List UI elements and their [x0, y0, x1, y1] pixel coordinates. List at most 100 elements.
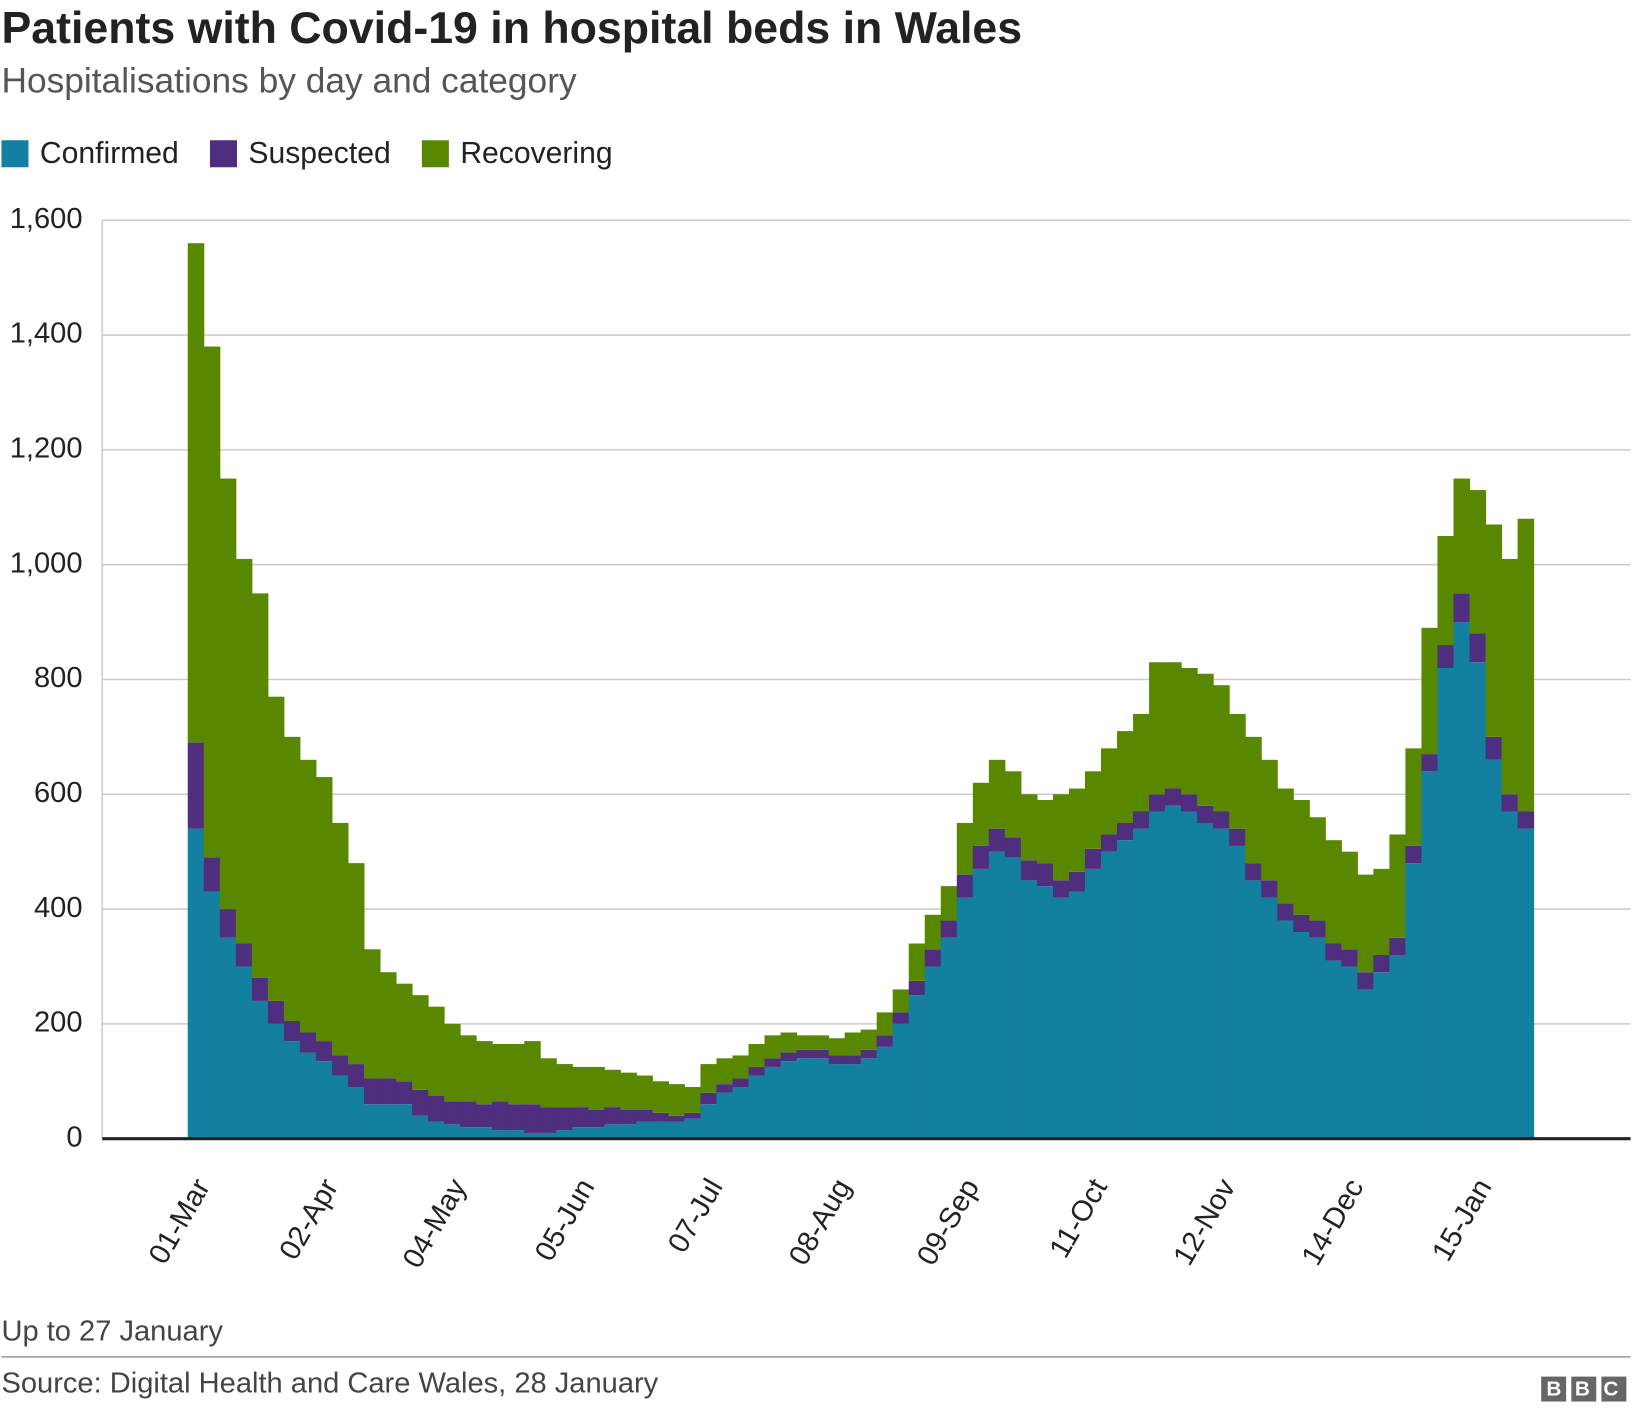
- bar-segment: [219, 478, 237, 910]
- bar-segment: [780, 1032, 798, 1053]
- bar-segment: [1341, 949, 1358, 967]
- bar-segment: [908, 980, 926, 996]
- bar-segment: [235, 558, 253, 944]
- bar-segment: [235, 966, 253, 1139]
- bar-segment: [972, 782, 990, 846]
- bar-segment: [780, 1052, 798, 1062]
- y-tick-label: 0: [66, 1121, 82, 1153]
- bar-segment: [508, 1104, 525, 1131]
- bar-segment: [1277, 788, 1294, 904]
- y-tick-label: 400: [34, 892, 83, 924]
- bar-segment: [620, 1072, 637, 1110]
- bar-segment: [924, 949, 942, 967]
- bar-segment: [1101, 834, 1118, 852]
- y-tick-label: 1,000: [10, 547, 83, 579]
- bar-segment: [396, 1081, 413, 1105]
- bar-segment: [716, 1084, 734, 1093]
- bar-segment: [956, 897, 974, 1139]
- bar-segment: [396, 1104, 413, 1139]
- legend-swatch: [421, 140, 449, 168]
- bar-segment: [1357, 989, 1374, 1139]
- bar-segment: [1405, 863, 1422, 1139]
- bar-segment: [331, 1055, 349, 1076]
- bar-segment: [1485, 736, 1503, 760]
- bar-segment: [668, 1084, 685, 1116]
- bar-segment: [1229, 845, 1246, 1139]
- bar-segment: [684, 1112, 701, 1119]
- bar-segment: [1357, 972, 1374, 990]
- bar-segment: [1277, 920, 1294, 1139]
- bar-segment: [700, 1092, 717, 1105]
- bar-segment: [1501, 558, 1519, 795]
- bar-segment: [716, 1092, 734, 1139]
- bar-segment: [380, 1078, 397, 1105]
- bar-segment: [652, 1112, 669, 1122]
- bar-segment: [668, 1115, 685, 1122]
- bar-segment: [1293, 932, 1310, 1139]
- bar-segment: [1084, 868, 1102, 1139]
- bar-segment: [1389, 834, 1406, 938]
- bar-segment: [1052, 897, 1070, 1139]
- bar-segment: [396, 983, 413, 1082]
- bar-segment: [572, 1107, 589, 1128]
- bar-segment: [780, 1061, 798, 1139]
- bar-segment: [1453, 622, 1471, 1139]
- chart-title: Patients with Covid-19 in hospital beds …: [1, 4, 1022, 53]
- bar-segment: [652, 1081, 669, 1113]
- bar-segment: [1052, 794, 1070, 881]
- bar-segment: [684, 1087, 701, 1113]
- bar-segment: [1149, 662, 1166, 795]
- bar-segment: [924, 966, 942, 1139]
- bar-segment: [460, 1101, 477, 1128]
- bar-segment: [1165, 805, 1182, 1139]
- x-tick-label: 14-Dec: [1296, 1174, 1371, 1271]
- bar-segment: [1405, 845, 1422, 864]
- bar-segment: [732, 1055, 750, 1079]
- bar-segment: [636, 1109, 653, 1122]
- bar-segment: [363, 1078, 381, 1105]
- bar-segment: [1421, 754, 1438, 772]
- bar-segment: [1373, 954, 1390, 973]
- bar-segment: [492, 1101, 509, 1131]
- bar-segment: [1485, 759, 1503, 1139]
- bar-segment: [1357, 874, 1374, 973]
- bar-segment: [764, 1035, 782, 1059]
- bar-segment: [412, 1089, 429, 1116]
- bar-segment: [1293, 800, 1310, 915]
- bar-segment: [700, 1104, 717, 1139]
- bar-segment: [556, 1107, 573, 1131]
- bar-segment: [1469, 633, 1487, 663]
- x-tick-label: 15-Jan: [1426, 1174, 1498, 1267]
- bar-segment: [1117, 822, 1134, 841]
- bar-segment: [315, 1061, 333, 1139]
- bar-segment: [844, 1064, 862, 1139]
- bar-segment: [331, 1075, 349, 1139]
- bar-segment: [1421, 771, 1438, 1139]
- logo-box: [1541, 1376, 1567, 1402]
- logo-box: [1601, 1376, 1627, 1402]
- bar-segment: [1197, 805, 1214, 823]
- y-tick-label: 1,400: [10, 318, 83, 350]
- bar-segment: [1165, 788, 1182, 806]
- bar-segment: [444, 1101, 461, 1125]
- bar-segment: [908, 995, 926, 1139]
- bar-segment: [1277, 903, 1294, 921]
- bar-segment: [251, 593, 269, 978]
- bar-segment: [1084, 771, 1102, 849]
- bar-segment: [1133, 828, 1150, 1139]
- y-tick-label: 1,200: [10, 433, 83, 465]
- bar-segment: [412, 1115, 429, 1139]
- bar-segment: [1068, 871, 1086, 892]
- bar-segment: [972, 845, 990, 869]
- bar-segment: [203, 891, 221, 1139]
- bar-segment: [828, 1064, 846, 1139]
- bar-segment: [1389, 954, 1406, 1139]
- bar-segment: [700, 1064, 717, 1093]
- bar-segment: [476, 1041, 493, 1105]
- chart-subtitle: Hospitalisations by day and category: [1, 61, 576, 100]
- bar-segment: [876, 1012, 894, 1036]
- bar-segment: [1004, 771, 1022, 838]
- bar-segment: [652, 1121, 669, 1139]
- bar-segment: [588, 1066, 605, 1110]
- bar-segment: [956, 822, 974, 875]
